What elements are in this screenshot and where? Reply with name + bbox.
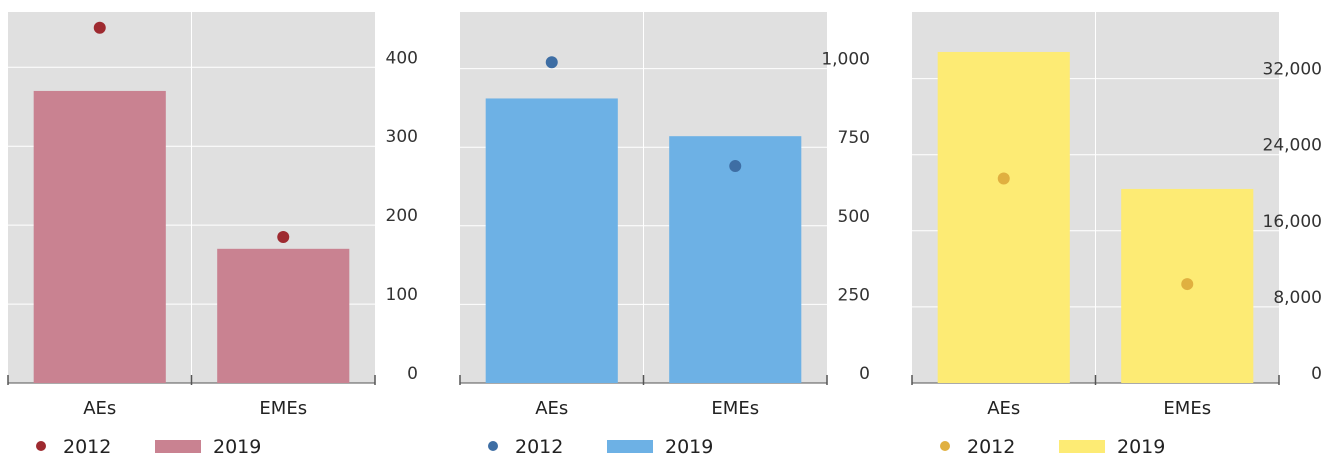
chart-panel-3: 0 8,000 16,000 24,000 32,000 AEs EMEs 2012 2019: [904, 0, 1341, 459]
dot-2012-emes: [277, 230, 290, 243]
y-tick-label: 0: [1311, 364, 1322, 384]
legend-marker-2012: [940, 441, 950, 451]
legend-label: 2012: [967, 436, 1015, 458]
bar-2019-aes: [33, 90, 166, 384]
bar-2019-aes: [937, 51, 1070, 383]
chart-svg-2: 0 250 500 750 1,000 AEs EMEs 2012 2019: [459, 12, 870, 458]
y-tick-label: 750: [838, 128, 870, 148]
legend: 2012 2019: [36, 436, 261, 458]
chart-panel-2: 0 250 500 750 1,000 AEs EMEs 2012 2019: [452, 0, 889, 459]
chart-panel-1: 0 100 200 300 400 AEs EMEs 2012 2019: [0, 0, 437, 459]
category-label: AEs: [83, 398, 116, 419]
dot-2012-aes: [997, 172, 1010, 185]
dot-2012-emes: [1181, 278, 1194, 291]
bar-2019-emes: [217, 248, 350, 383]
legend-marker-2019: [607, 440, 653, 453]
category-label: AEs: [535, 398, 568, 419]
legend-label: 2019: [213, 436, 261, 458]
y-tick-label: 400: [386, 48, 418, 68]
category-label: EMEs: [1163, 398, 1211, 419]
category-label: EMEs: [711, 398, 759, 419]
legend-marker-2012: [488, 441, 498, 451]
legend-marker-2019: [1059, 440, 1105, 453]
y-tick-label: 16,000: [1263, 212, 1322, 232]
category-label: AEs: [987, 398, 1020, 419]
legend-label: 2019: [665, 436, 713, 458]
y-tick-label: 32,000: [1263, 60, 1322, 80]
legend-label: 2012: [515, 436, 563, 458]
legend: 2012 2019: [940, 436, 1165, 458]
y-tick-label: 500: [838, 207, 870, 227]
y-tick-label: 24,000: [1263, 136, 1322, 156]
y-tick-label: 250: [838, 285, 870, 305]
y-tick-label: 8,000: [1273, 288, 1322, 308]
legend-label: 2019: [1117, 436, 1165, 458]
y-tick-label: 100: [386, 285, 418, 305]
legend: 2012 2019: [488, 436, 713, 458]
dot-2012-aes: [545, 56, 558, 69]
dot-2012-emes: [729, 160, 742, 173]
category-label: EMEs: [259, 398, 307, 419]
bar-2019-aes: [485, 98, 618, 384]
y-tick-label: 1,000: [821, 50, 870, 70]
legend-label: 2012: [63, 436, 111, 458]
chart-svg-1: 0 100 200 300 400 AEs EMEs 2012 2019: [7, 12, 418, 458]
legend-marker-2012: [36, 441, 46, 451]
bar-2019-emes: [669, 136, 802, 383]
y-tick-label: 0: [859, 364, 870, 384]
legend-marker-2019: [155, 440, 201, 453]
dot-2012-aes: [93, 21, 106, 34]
chart-svg-3: 0 8,000 16,000 24,000 32,000 AEs EMEs 2012 2019: [911, 12, 1322, 458]
y-tick-label: 0: [407, 364, 418, 384]
y-tick-label: 300: [386, 127, 418, 147]
y-tick-label: 200: [386, 206, 418, 226]
